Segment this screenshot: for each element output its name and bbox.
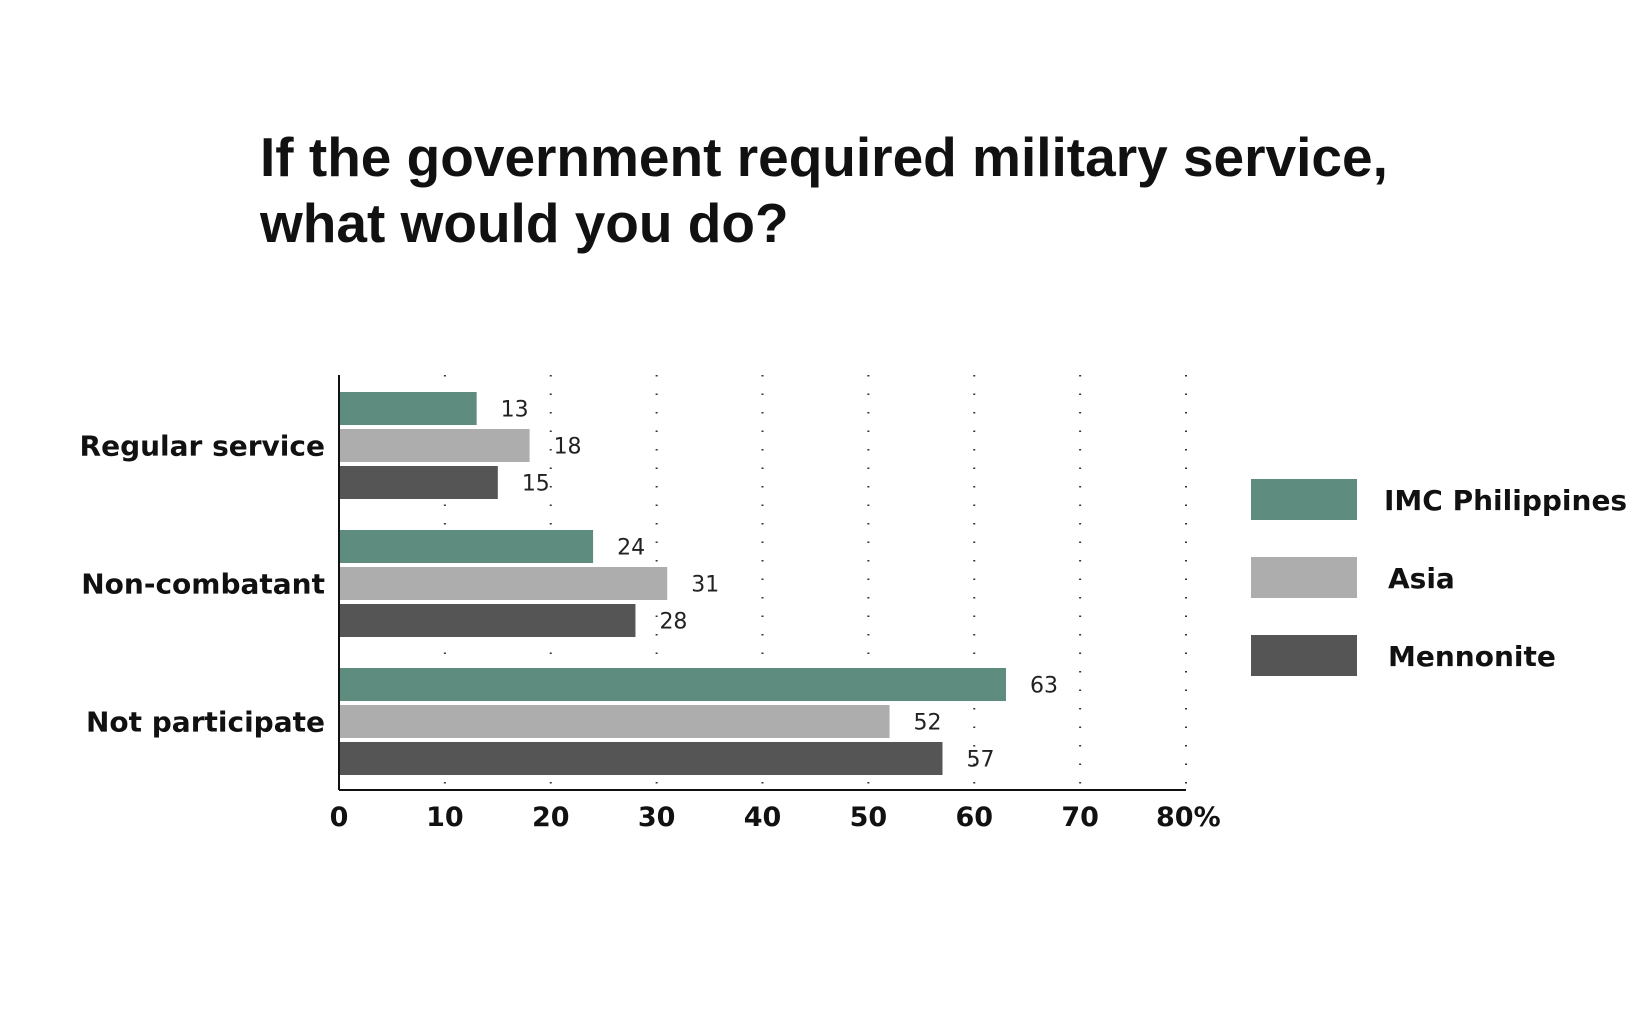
data-label: 13 — [501, 398, 529, 423]
bars — [339, 392, 1007, 775]
category-label: Non-combatant — [81, 568, 325, 601]
legend-swatch-mennonite — [1251, 635, 1357, 676]
bar-non-combatant-mennonite — [339, 604, 636, 637]
category-label: Not participate — [86, 706, 325, 739]
x-axis-ticks: 0 10 20 30 40 50 60 70 80% — [330, 802, 1221, 833]
chart-title-line-1: If the government required military serv… — [260, 126, 1388, 188]
data-label: 57 — [966, 748, 994, 773]
bar-not-participate-imc-philippines — [339, 668, 1007, 701]
x-tick-label: 30 — [638, 802, 676, 833]
chart-title: If the government required military serv… — [260, 124, 1560, 256]
legend-label-mennonite: Mennonite — [1388, 640, 1556, 673]
chart-title-line-2: what would you do? — [260, 192, 789, 254]
data-label: 52 — [914, 711, 942, 736]
bar-regular-service-mennonite — [339, 466, 498, 499]
x-tick-label: 80% — [1156, 802, 1221, 833]
category-label: Regular service — [80, 430, 325, 463]
legend-label-asia: Asia — [1388, 562, 1455, 595]
legend: IMC Philippines Asia Mennonite — [1251, 479, 1627, 676]
data-label: 15 — [522, 472, 550, 497]
data-label: 63 — [1030, 674, 1058, 699]
data-label: 28 — [659, 610, 687, 635]
legend-label-imc-philippines: IMC Philippines — [1384, 484, 1627, 517]
data-label: 18 — [554, 435, 582, 460]
x-tick-label: 50 — [850, 802, 888, 833]
x-tick-label: 10 — [426, 802, 464, 833]
data-label: 31 — [691, 573, 719, 598]
x-tick-label: 60 — [955, 802, 993, 833]
legend-swatch-asia — [1251, 557, 1357, 598]
x-tick-label: 20 — [532, 802, 570, 833]
bar-non-combatant-imc-philippines — [339, 530, 594, 563]
x-tick-label: 40 — [744, 802, 782, 833]
category-labels: Regular service Non-combatant Not particip… — [80, 430, 325, 739]
legend-swatch-imc-philippines — [1251, 479, 1357, 520]
bar-not-participate-mennonite — [339, 742, 943, 775]
bar-non-combatant-asia — [339, 567, 668, 600]
data-label: 24 — [617, 536, 645, 561]
bar-not-participate-asia — [339, 705, 890, 738]
bar-regular-service-imc-philippines — [339, 392, 477, 425]
x-tick-label: 0 — [330, 802, 349, 833]
x-tick-label: 70 — [1061, 802, 1099, 833]
axes — [338, 375, 1186, 791]
bar-regular-service-asia — [339, 429, 530, 462]
